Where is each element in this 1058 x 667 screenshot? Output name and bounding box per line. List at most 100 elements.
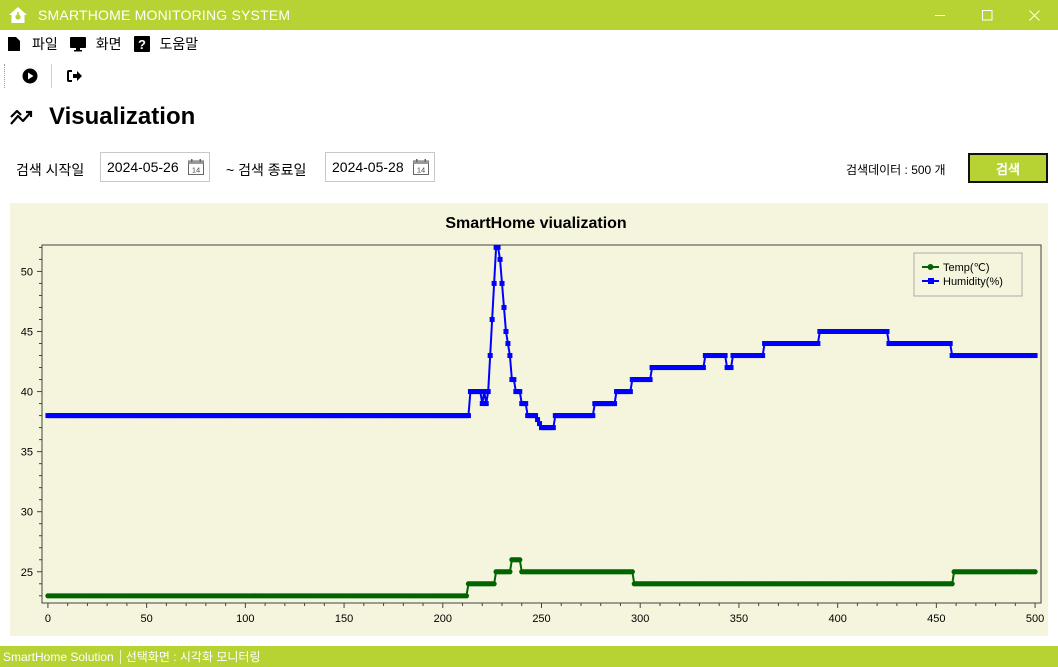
- toolbar-grip[interactable]: [4, 64, 8, 88]
- data-point: [533, 413, 539, 419]
- data-point: [537, 421, 543, 427]
- minimize-button[interactable]: [917, 0, 964, 30]
- y-tick-label: 40: [21, 387, 33, 399]
- menu-help[interactable]: ? 도움말: [133, 34, 199, 54]
- data-point: [495, 244, 501, 250]
- data-point: [722, 353, 728, 359]
- result-count-label: 검색데이터 : 500 개: [846, 163, 946, 177]
- data-point: [497, 256, 503, 262]
- maximize-button[interactable]: [964, 0, 1011, 30]
- data-point: [511, 377, 517, 383]
- page-title: Visualization: [49, 103, 196, 130]
- menu-file[interactable]: 파일: [6, 34, 58, 54]
- menu-screen[interactable]: 화면: [69, 34, 122, 54]
- menu-screen-label: 화면: [95, 36, 122, 52]
- data-point: [499, 280, 505, 286]
- data-point: [517, 557, 523, 563]
- exit-button[interactable]: [61, 64, 87, 88]
- chart-panel: SmartHome viualization 0 50 100 150 200 250 30…: [10, 203, 1048, 636]
- legend-label: Temp(℃): [943, 262, 990, 274]
- data-point: [517, 389, 523, 395]
- help-icon: ?: [133, 36, 150, 52]
- data-point: [627, 389, 633, 395]
- data-point: [523, 401, 529, 407]
- data-point: [481, 389, 487, 395]
- data-point: [491, 280, 497, 286]
- legend-box: [913, 252, 1023, 297]
- data-point: [760, 353, 766, 359]
- y-tick-label: 45: [21, 326, 33, 338]
- status-bar: SmartHome Solution 선택화면 : 시각화 모니터링: [0, 646, 1058, 667]
- data-point: [884, 328, 890, 334]
- end-date-picker[interactable]: 2024-05-28 14: [325, 152, 435, 182]
- data-point: [465, 413, 471, 419]
- data-point: [949, 581, 955, 587]
- search-button[interactable]: 검색: [968, 153, 1048, 183]
- data-point: [647, 377, 653, 383]
- window-title: SMARTHOME MONITORING SYSTEM: [38, 7, 291, 23]
- close-button[interactable]: [1011, 0, 1058, 30]
- y-tick-label: 30: [21, 507, 33, 519]
- home-icon: [7, 4, 29, 26]
- x-tick-label: 500: [1026, 613, 1044, 625]
- data-point: [550, 425, 556, 431]
- series-markers: [45, 244, 1038, 431]
- data-point: [507, 569, 513, 575]
- chart-title: SmartHome viualization: [445, 215, 626, 232]
- end-date-value: 2024-05-28: [332, 159, 404, 175]
- data-point: [700, 365, 706, 371]
- x-tick-label: 0: [45, 613, 51, 625]
- x-tick-label: 150: [335, 613, 353, 625]
- series-layer: [45, 244, 1038, 599]
- legend-items: Temp(℃) Humidity(%): [922, 262, 1003, 288]
- end-date-label: ~ 검색 종료일: [226, 162, 307, 178]
- legend-label: Humidity(%): [943, 276, 1003, 288]
- data-point: [489, 316, 495, 322]
- x-tick-label: 450: [927, 613, 945, 625]
- data-point: [491, 581, 497, 587]
- status-screen-label: 선택화면 : 시각화 모니터링: [125, 650, 261, 664]
- page-heading: Visualization: [9, 103, 195, 131]
- series-markers: [45, 557, 1038, 599]
- x-tick-label: 250: [532, 613, 550, 625]
- file-icon: [6, 36, 22, 52]
- menu-help-label: 도움말: [159, 36, 199, 52]
- data-point: [507, 353, 513, 359]
- minimize-icon: [935, 14, 945, 16]
- monitor-icon: [69, 36, 86, 52]
- exit-icon: [66, 70, 82, 82]
- start-date-value: 2024-05-26: [107, 159, 179, 175]
- search-bar: 검색 시작일 2024-05-26 14 ~ 검색 종료일 2024-05-28…: [0, 152, 1058, 184]
- axis-ticks: 0 50 100 150 200 250 300 350 400 450 500 25 30 35 40 45…: [21, 246, 1044, 625]
- legend-marker: [928, 278, 934, 284]
- menu-bar: 파일 화면 ? 도움말: [0, 32, 204, 56]
- x-tick-label: 300: [631, 613, 649, 625]
- start-date-picker[interactable]: 2024-05-26 14: [100, 152, 210, 182]
- toolbar: [0, 62, 87, 90]
- close-icon: [1029, 9, 1040, 21]
- line-chart: SmartHome viualization 0 50 100 150 200 250 30…: [21, 215, 1045, 625]
- calendar-icon[interactable]: 14: [412, 158, 430, 176]
- data-point: [1032, 353, 1038, 359]
- x-tick-label: 400: [828, 613, 846, 625]
- legend-marker: [927, 264, 934, 270]
- data-point: [590, 413, 596, 419]
- x-tick-label: 50: [141, 613, 153, 625]
- data-point: [477, 389, 483, 395]
- data-point: [485, 389, 491, 395]
- x-tick-label: 100: [236, 613, 254, 625]
- data-point: [479, 401, 485, 407]
- data-point: [501, 304, 507, 310]
- data-point: [463, 593, 470, 599]
- play-button[interactable]: [17, 64, 43, 88]
- status-app-name: SmartHome Solution: [0, 649, 121, 664]
- calendar-icon[interactable]: 14: [187, 158, 205, 176]
- play-icon: [22, 68, 38, 84]
- data-point: [629, 569, 635, 575]
- data-point: [487, 353, 493, 359]
- y-tick-label: 50: [21, 266, 33, 278]
- data-point: [503, 328, 509, 334]
- y-tick-label: 25: [21, 567, 33, 579]
- maximize-icon: [982, 9, 993, 20]
- chart-legend: Temp(℃) Humidity(%): [913, 252, 1023, 297]
